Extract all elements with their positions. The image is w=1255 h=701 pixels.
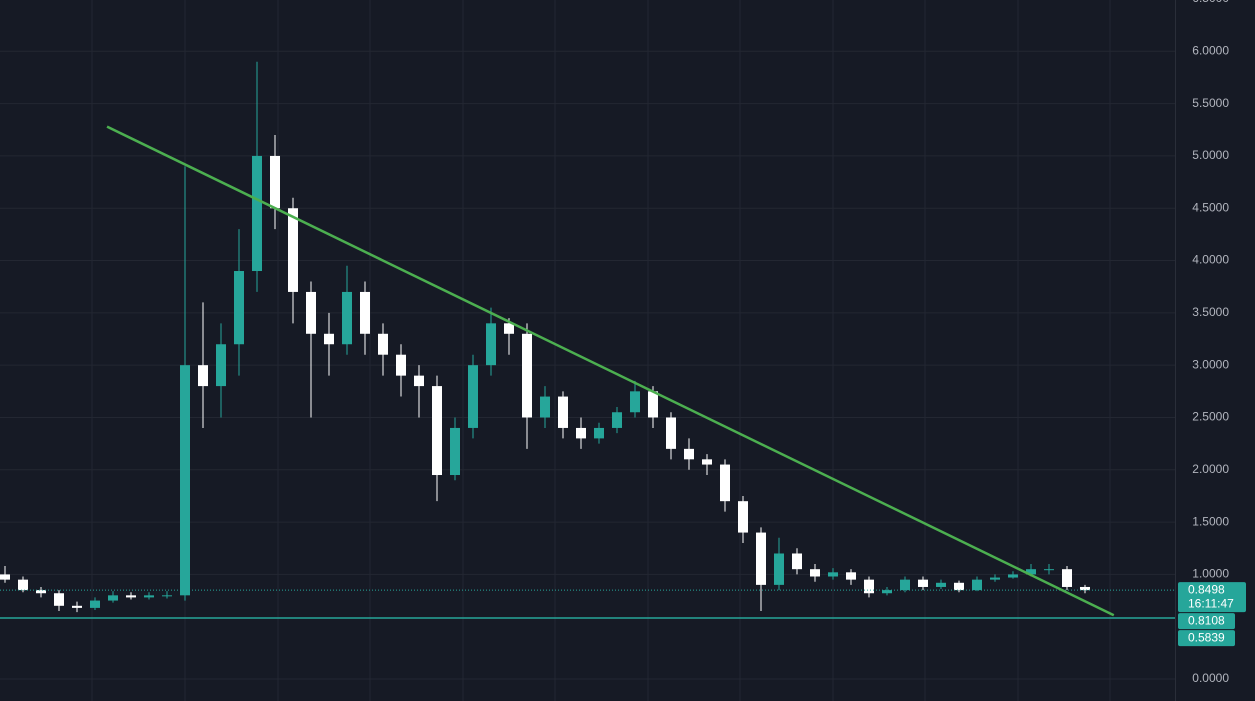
y-tick-label: 3.5000: [1192, 305, 1229, 319]
candle-body: [864, 579, 874, 594]
countdown-label: 16:11:47: [1188, 596, 1234, 610]
price-label: 0.8498: [1188, 582, 1225, 596]
y-tick-label: 2.5000: [1192, 410, 1229, 424]
candle-body: [990, 577, 1000, 580]
candle-body: [216, 344, 226, 387]
y-axis: 0.0000 1.0000 1.5000 2.0000 2.5000 3.0000 3.50…: [1192, 0, 1229, 685]
candle-body: [1026, 569, 1036, 575]
candle-body: [756, 532, 766, 585]
y-tick-label: 3.0000: [1192, 357, 1229, 371]
candle-body: [360, 291, 370, 334]
candle-body: [468, 365, 478, 428]
candle-body: [432, 386, 442, 476]
candle-body: [108, 595, 118, 601]
y-tick-label: 5.5000: [1192, 96, 1229, 110]
candle-body: [738, 501, 748, 533]
candle-body: [450, 427, 460, 476]
price-label: 0.5839: [1188, 630, 1225, 644]
candle-body: [810, 569, 820, 577]
candle-body: [378, 333, 388, 355]
candles: [0, 61, 1090, 613]
candle-body: [252, 155, 262, 272]
candle-body: [774, 553, 784, 585]
candle-body: [486, 323, 496, 366]
candle-body: [36, 590, 46, 594]
candle-body: [684, 448, 694, 460]
candle-body: [144, 595, 154, 598]
candle-body: [324, 333, 334, 345]
candle-body: [1008, 574, 1018, 578]
candle-body: [72, 605, 82, 608]
trendline: [106, 125, 1115, 617]
candle-body: [162, 595, 172, 597]
horizontal-grid: [0, 50, 1175, 680]
candle-body: [666, 417, 676, 449]
y-tick-label: 2.0000: [1192, 462, 1229, 476]
candle-body: [900, 579, 910, 591]
candle-body: [612, 412, 622, 428]
y-tick-label: 6.5000: [1192, 0, 1229, 5]
price-label-box: [1178, 613, 1235, 630]
candle-body: [414, 375, 424, 387]
y-tick-label: 6.0000: [1192, 43, 1229, 57]
candle-body: [702, 459, 712, 465]
candle-body: [504, 323, 514, 334]
y-tick-label: 1.0000: [1192, 567, 1229, 581]
candle-body: [0, 574, 10, 580]
candle-body: [1044, 569, 1054, 571]
candle-body: [54, 593, 64, 606]
price-label-box: [1178, 582, 1246, 613]
candle-body: [648, 391, 658, 418]
candle-body: [180, 365, 190, 596]
candle-body: [1062, 569, 1072, 587]
candle-body: [630, 391, 640, 413]
candle-body: [972, 579, 982, 591]
candle-body: [306, 291, 316, 334]
candle-body: [1080, 586, 1090, 591]
candle-body: [882, 590, 892, 594]
candle-body: [828, 572, 838, 577]
y-tick-label: 4.0000: [1192, 253, 1229, 267]
candle-body: [720, 464, 730, 502]
candle-body: [18, 579, 28, 591]
candle-body: [576, 427, 586, 439]
candle-body: [288, 208, 298, 292]
candle-body: [342, 291, 352, 345]
candle-body: [90, 600, 100, 608]
price-label: 0.8108: [1188, 613, 1225, 627]
candle-body: [396, 354, 406, 376]
candle-body: [522, 333, 532, 418]
candle-body: [846, 572, 856, 580]
candle-body: [918, 579, 928, 587]
candle-body: [198, 365, 208, 387]
y-tick-label: 0.0000: [1192, 671, 1229, 685]
y-tick-label: 4.5000: [1192, 200, 1229, 214]
candle-body: [594, 427, 604, 439]
y-tick-label: 1.5000: [1192, 514, 1229, 528]
y-tick-label: 5.0000: [1192, 148, 1229, 162]
candle-body: [270, 155, 280, 209]
candle-body: [540, 396, 550, 418]
candle-body: [558, 396, 568, 428]
candle-body: [954, 582, 964, 591]
price-label-box: [1178, 630, 1235, 647]
candle-body: [792, 553, 802, 570]
candle-body: [126, 595, 136, 598]
candle-body: [936, 582, 946, 587]
candle-body: [234, 271, 244, 345]
